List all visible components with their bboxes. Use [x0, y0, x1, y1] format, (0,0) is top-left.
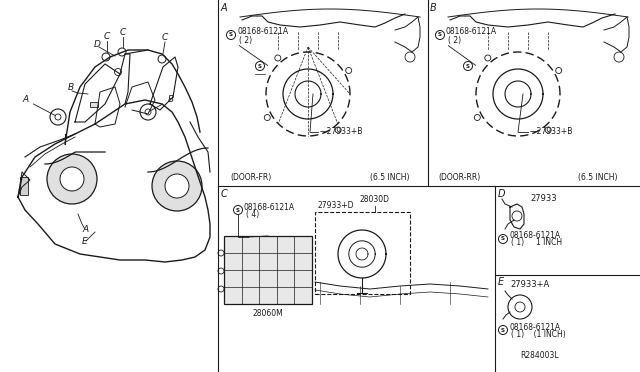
- Circle shape: [508, 295, 532, 319]
- Circle shape: [556, 67, 562, 74]
- Text: B: B: [150, 95, 174, 111]
- Text: 08168-6121A: 08168-6121A: [509, 231, 560, 241]
- Circle shape: [115, 68, 122, 76]
- Circle shape: [484, 55, 491, 61]
- Text: S: S: [438, 32, 442, 38]
- Circle shape: [614, 52, 624, 62]
- Text: (DOOR-FR): (DOOR-FR): [230, 173, 271, 182]
- Circle shape: [255, 61, 264, 71]
- Text: S: S: [466, 64, 470, 68]
- Circle shape: [218, 250, 224, 256]
- Text: (6.5 INCH): (6.5 INCH): [370, 173, 410, 182]
- Circle shape: [335, 127, 341, 133]
- Bar: [315, 212, 410, 294]
- Text: C: C: [120, 28, 126, 37]
- Circle shape: [152, 161, 202, 211]
- Circle shape: [264, 115, 270, 121]
- Circle shape: [218, 268, 224, 274]
- Circle shape: [346, 67, 352, 74]
- Text: 08168-6121A: 08168-6121A: [244, 202, 295, 212]
- Text: E: E: [498, 277, 504, 287]
- Circle shape: [118, 48, 126, 56]
- Circle shape: [50, 109, 66, 125]
- Text: A: A: [22, 95, 56, 116]
- Text: C: C: [221, 189, 228, 199]
- Text: D: D: [94, 40, 101, 49]
- Text: ( 2): ( 2): [448, 35, 461, 45]
- Circle shape: [102, 53, 110, 61]
- Text: ( 2): ( 2): [239, 35, 252, 45]
- Circle shape: [140, 104, 156, 120]
- Text: A: A: [82, 225, 88, 234]
- Circle shape: [60, 167, 84, 191]
- Circle shape: [275, 55, 281, 61]
- Text: C: C: [162, 33, 168, 42]
- Circle shape: [474, 115, 480, 121]
- Circle shape: [218, 286, 224, 292]
- Text: S: S: [236, 208, 240, 212]
- Text: 27933+A: 27933+A: [510, 280, 549, 289]
- Circle shape: [158, 55, 166, 63]
- Circle shape: [165, 174, 189, 198]
- Text: (DOOR-RR): (DOOR-RR): [438, 173, 480, 182]
- Text: B: B: [68, 83, 74, 92]
- Text: 27933+D: 27933+D: [317, 201, 353, 210]
- Circle shape: [545, 127, 551, 133]
- Text: 28060M: 28060M: [253, 309, 284, 318]
- Text: B: B: [430, 3, 436, 13]
- Circle shape: [512, 211, 522, 221]
- Bar: [20, 177, 28, 195]
- Text: 28030D: 28030D: [360, 195, 390, 204]
- Text: —27933+B: —27933+B: [530, 128, 573, 137]
- Text: A: A: [221, 3, 228, 13]
- Text: E: E: [82, 237, 88, 246]
- Text: (6.5 INCH): (6.5 INCH): [578, 173, 618, 182]
- Circle shape: [435, 31, 445, 39]
- Circle shape: [499, 326, 508, 334]
- Bar: [90, 102, 98, 107]
- Text: 27933: 27933: [530, 194, 557, 203]
- Text: R284003L: R284003L: [520, 351, 559, 360]
- Text: S: S: [501, 327, 505, 333]
- Circle shape: [463, 61, 472, 71]
- Circle shape: [234, 205, 243, 215]
- Circle shape: [499, 234, 508, 244]
- Circle shape: [227, 31, 236, 39]
- Bar: [224, 236, 312, 304]
- Text: —27933+B: —27933+B: [320, 128, 364, 137]
- Text: 08168-6121A: 08168-6121A: [509, 323, 560, 331]
- Text: ( 1)     1 INCH: ( 1) 1 INCH: [511, 238, 562, 247]
- Text: ( 4): ( 4): [246, 209, 259, 218]
- Text: 08168-6121A: 08168-6121A: [237, 28, 288, 36]
- Text: S: S: [229, 32, 233, 38]
- Text: 08168-6121A: 08168-6121A: [446, 28, 497, 36]
- Text: S: S: [501, 237, 505, 241]
- Text: D: D: [498, 189, 506, 199]
- Text: S: S: [258, 64, 262, 68]
- Circle shape: [47, 154, 97, 204]
- Text: ( 1)    (1 INCH): ( 1) (1 INCH): [511, 330, 566, 339]
- Circle shape: [405, 52, 415, 62]
- Text: C: C: [104, 32, 110, 41]
